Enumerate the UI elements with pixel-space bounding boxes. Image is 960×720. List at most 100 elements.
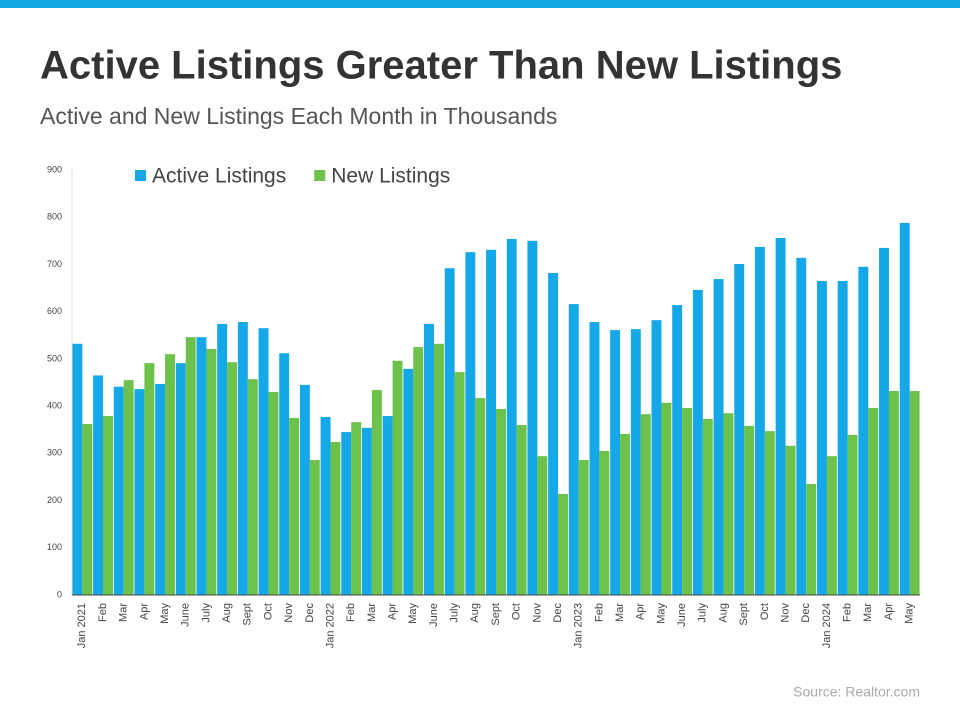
bar <box>899 222 910 595</box>
x-tick-label: Apr <box>138 603 150 620</box>
x-tick-label: Sept <box>738 603 750 626</box>
x-tick-label: Apr <box>386 603 398 620</box>
y-tick-label: 700 <box>47 259 62 269</box>
x-tick-label: June <box>428 603 440 627</box>
x-tick-label: May <box>655 603 667 624</box>
bar <box>93 375 104 595</box>
bar <box>568 304 579 595</box>
bar <box>185 337 196 595</box>
source: Source: Realtor.com <box>793 684 920 700</box>
bar <box>371 390 382 595</box>
bar <box>82 424 93 595</box>
chart-title: Active Listings Greater Than New Listing… <box>40 44 842 88</box>
bar <box>610 330 621 595</box>
bar <box>279 353 290 595</box>
bar <box>309 459 320 595</box>
x-tick-label: June <box>676 603 688 627</box>
x-tick-label: Jan 2023 <box>573 603 585 648</box>
bar <box>548 272 559 595</box>
chart-subtitle: Active and New Listings Each Month in Th… <box>40 103 557 129</box>
bar <box>392 360 403 595</box>
bar <box>196 337 207 595</box>
y-tick-label: 800 <box>47 212 62 222</box>
bar <box>796 257 807 595</box>
bar <box>723 413 734 595</box>
bar <box>506 238 517 595</box>
bar <box>486 249 496 596</box>
x-tick-label: Sept <box>242 603 254 626</box>
x-tick-label: May <box>904 603 916 624</box>
bar <box>134 389 145 595</box>
bar <box>806 484 817 595</box>
bar <box>206 348 217 595</box>
bar <box>858 266 869 595</box>
x-tick-label: Jan 2021 <box>76 603 88 648</box>
x-tick-label: July <box>200 603 212 623</box>
bar <box>651 320 662 595</box>
bar <box>113 386 124 595</box>
x-tick-label: Mar <box>118 603 130 622</box>
bar <box>444 268 455 595</box>
x-tick-label: Dec <box>304 603 316 623</box>
x-tick-label: Mar <box>614 603 626 622</box>
bar <box>144 363 155 595</box>
x-tick-label: Apr <box>635 603 647 620</box>
bar <box>826 456 837 595</box>
bar <box>692 289 703 595</box>
bar <box>785 445 796 595</box>
x-tick-label: Aug <box>469 603 481 623</box>
y-tick-label: 600 <box>47 306 62 316</box>
x-tick-label: Jan 2024 <box>821 603 833 648</box>
bar <box>341 432 352 595</box>
bar <box>888 391 899 595</box>
x-tick-label: Jan 2022 <box>324 603 336 648</box>
bar <box>537 456 548 595</box>
bar <box>879 247 889 595</box>
bar <box>672 305 683 595</box>
legend-label: New Listings <box>331 165 450 188</box>
bar <box>775 238 786 595</box>
x-tick-label: Nov <box>283 603 295 623</box>
bar <box>558 493 568 595</box>
x-tick-label: July <box>449 603 461 623</box>
bar <box>847 434 858 595</box>
bar <box>734 263 745 595</box>
bar <box>589 322 600 595</box>
bar <box>816 280 827 595</box>
x-tick-label: Mar <box>862 603 874 622</box>
y-tick-label: 0 <box>57 589 62 599</box>
bar <box>165 354 176 595</box>
bar <box>764 431 775 595</box>
bar <box>516 425 527 595</box>
x-tick-label: Aug <box>717 603 729 623</box>
x-tick-label: Sept <box>490 603 502 626</box>
bar <box>123 380 134 595</box>
x-tick-label: May <box>159 603 171 624</box>
legend-label: Active Listings <box>152 165 286 188</box>
bar <box>424 323 434 595</box>
bar <box>382 416 393 595</box>
x-tick-label: Aug <box>221 603 233 623</box>
legend-swatch <box>135 170 146 181</box>
x-tick-label: Dec <box>800 603 812 623</box>
bar <box>578 459 589 595</box>
bar <box>682 408 693 595</box>
top-stripe <box>0 0 960 8</box>
bar <box>713 279 724 595</box>
bar <box>320 416 331 595</box>
bar <box>744 425 755 595</box>
x-tick-label: Feb <box>593 603 605 622</box>
bar <box>268 391 279 595</box>
bar <box>175 363 186 595</box>
x-tick-label: Nov <box>779 603 791 623</box>
bar <box>837 280 848 595</box>
x-tick-label: Mar <box>366 603 378 622</box>
bar <box>237 322 248 595</box>
bar <box>620 433 631 595</box>
bar <box>754 246 765 595</box>
bar <box>868 408 879 595</box>
bar <box>599 450 610 595</box>
bar <box>258 328 269 595</box>
x-tick-label: Oct <box>262 603 274 620</box>
